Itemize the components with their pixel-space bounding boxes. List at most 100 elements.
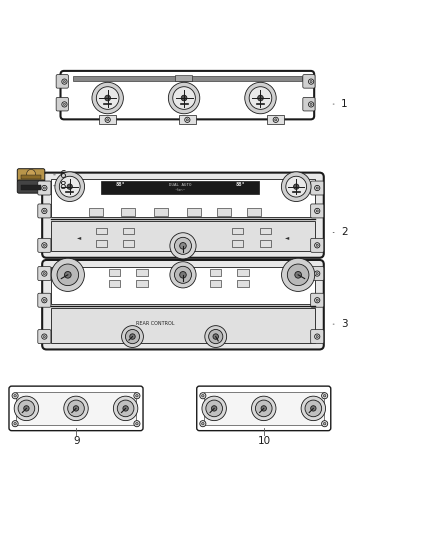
FancyBboxPatch shape — [38, 293, 51, 307]
Circle shape — [51, 258, 85, 292]
Text: REAR CONTROL: REAR CONTROL — [137, 321, 175, 326]
Circle shape — [105, 95, 110, 101]
Circle shape — [64, 80, 66, 83]
Circle shape — [130, 334, 135, 340]
Circle shape — [286, 176, 307, 197]
Circle shape — [43, 244, 46, 246]
Text: 6: 6 — [60, 170, 66, 180]
Bar — [210, 269, 221, 276]
Circle shape — [42, 208, 47, 214]
Text: 3: 3 — [341, 319, 348, 329]
Circle shape — [213, 334, 219, 340]
Circle shape — [43, 210, 46, 212]
Circle shape — [261, 406, 266, 411]
Circle shape — [27, 169, 35, 178]
Circle shape — [170, 262, 196, 288]
Circle shape — [43, 187, 46, 189]
Circle shape — [42, 334, 47, 339]
Bar — [237, 269, 249, 276]
Circle shape — [308, 102, 314, 107]
Text: 88°: 88° — [115, 182, 125, 187]
Circle shape — [202, 396, 226, 421]
Circle shape — [14, 396, 39, 421]
FancyBboxPatch shape — [303, 98, 315, 111]
Bar — [175, 75, 192, 82]
Circle shape — [123, 406, 128, 411]
Circle shape — [314, 334, 320, 339]
Bar — [51, 266, 315, 304]
Bar — [260, 240, 271, 247]
Circle shape — [134, 393, 140, 399]
Bar — [96, 240, 107, 247]
Circle shape — [14, 394, 16, 397]
Circle shape — [59, 176, 80, 197]
Circle shape — [24, 406, 29, 411]
Circle shape — [273, 117, 279, 123]
Bar — [96, 228, 107, 235]
Circle shape — [314, 271, 320, 276]
Circle shape — [295, 271, 301, 278]
Circle shape — [106, 119, 109, 121]
Bar — [187, 208, 201, 216]
Bar — [217, 208, 231, 216]
Circle shape — [73, 406, 79, 411]
Circle shape — [64, 271, 71, 278]
Bar — [88, 208, 102, 216]
Text: ◄: ◄ — [285, 236, 289, 240]
Circle shape — [180, 271, 186, 278]
Circle shape — [170, 233, 196, 259]
Circle shape — [310, 80, 312, 83]
Bar — [51, 308, 315, 343]
Circle shape — [201, 394, 204, 397]
Text: 1: 1 — [341, 99, 348, 109]
Circle shape — [42, 271, 47, 276]
Circle shape — [310, 103, 312, 106]
Bar — [109, 269, 120, 276]
FancyBboxPatch shape — [311, 329, 324, 344]
Bar — [232, 240, 243, 247]
Circle shape — [134, 421, 140, 427]
Circle shape — [43, 299, 46, 301]
Circle shape — [208, 329, 223, 344]
Circle shape — [113, 396, 138, 421]
Circle shape — [258, 95, 263, 101]
Circle shape — [311, 406, 316, 411]
FancyBboxPatch shape — [38, 204, 51, 218]
FancyBboxPatch shape — [17, 169, 45, 182]
Circle shape — [18, 400, 35, 417]
Bar — [21, 175, 41, 179]
Circle shape — [185, 117, 190, 123]
Circle shape — [62, 79, 67, 84]
Bar — [260, 228, 271, 235]
Circle shape — [201, 423, 204, 425]
Circle shape — [314, 243, 320, 248]
Circle shape — [323, 423, 326, 425]
Bar — [123, 228, 134, 235]
Circle shape — [275, 119, 277, 121]
Circle shape — [281, 172, 311, 201]
FancyBboxPatch shape — [38, 181, 51, 195]
Circle shape — [180, 243, 186, 249]
Text: 8: 8 — [60, 181, 66, 191]
Circle shape — [96, 87, 119, 109]
FancyBboxPatch shape — [17, 180, 45, 193]
FancyBboxPatch shape — [56, 75, 68, 88]
Circle shape — [316, 187, 318, 189]
Circle shape — [105, 117, 110, 123]
Text: ~fan~: ~fan~ — [175, 188, 186, 192]
Circle shape — [12, 421, 18, 427]
Circle shape — [43, 272, 46, 274]
Circle shape — [316, 244, 318, 246]
Bar — [267, 115, 285, 124]
Circle shape — [168, 82, 200, 114]
Bar — [123, 240, 134, 247]
Text: ◄: ◄ — [77, 236, 81, 240]
Bar — [136, 269, 148, 276]
FancyBboxPatch shape — [38, 238, 51, 252]
Circle shape — [314, 297, 320, 303]
Circle shape — [308, 79, 314, 84]
Circle shape — [186, 119, 188, 121]
Circle shape — [57, 264, 78, 286]
Circle shape — [136, 423, 138, 425]
Bar — [154, 208, 168, 216]
